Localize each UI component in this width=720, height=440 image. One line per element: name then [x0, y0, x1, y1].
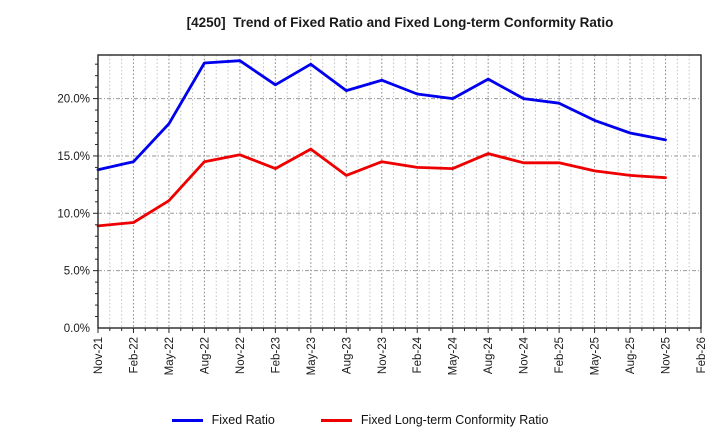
legend-label: Fixed Ratio	[211, 413, 275, 427]
y-tick-label: 20.0%	[57, 94, 90, 106]
x-tick-label: Aug-23	[341, 337, 353, 374]
legend-label: Fixed Long-term Conformity Ratio	[360, 413, 549, 427]
x-tick-label: Aug-22	[199, 337, 211, 374]
x-tick-label: Nov-22	[235, 337, 247, 374]
x-tick-label: May-22	[164, 337, 176, 375]
legend-line-sample-blue	[171, 418, 203, 422]
x-tick-label: Nov-21	[93, 337, 105, 374]
legend-line-sample-red	[320, 418, 352, 422]
x-tick-label: May-25	[590, 337, 602, 375]
y-tick-label: 10.0%	[57, 208, 90, 220]
y-tick-label: 15.0%	[57, 151, 90, 163]
x-tick-label: Feb-24	[412, 336, 424, 373]
x-tick-label: Nov-23	[377, 337, 389, 374]
x-tick-label: Nov-24	[519, 336, 531, 374]
x-tick-label: Feb-25	[554, 337, 566, 373]
x-tick-label: Nov-25	[661, 337, 673, 374]
y-tick-label: 0.0%	[64, 323, 90, 335]
x-tick-label: Feb-23	[270, 337, 282, 373]
plot-border	[97, 54, 702, 329]
x-tick-label: Feb-22	[128, 337, 140, 373]
x-tick-label: Aug-24	[483, 336, 495, 374]
x-tick-label: May-23	[306, 337, 318, 375]
chart-title: [4250] Trend of Fixed Ratio and Fixed Lo…	[186, 15, 614, 30]
legend: Fixed Ratio Fixed Long-term Conformity R…	[0, 413, 720, 427]
x-tick-label: Feb-26	[696, 337, 708, 373]
legend-item-fixed-ratio: Fixed Ratio	[171, 413, 275, 427]
legend-item-fixed-longterm-conformity-ratio: Fixed Long-term Conformity Ratio	[320, 413, 549, 427]
x-tick-label: May-24	[448, 336, 460, 375]
series-line-fixed-ratio	[96, 59, 667, 172]
y-tick-label: 5.0%	[64, 266, 90, 278]
x-tick-label: Aug-25	[625, 337, 637, 374]
series-line-fixed-longterm-conformity-ratio	[96, 147, 667, 228]
